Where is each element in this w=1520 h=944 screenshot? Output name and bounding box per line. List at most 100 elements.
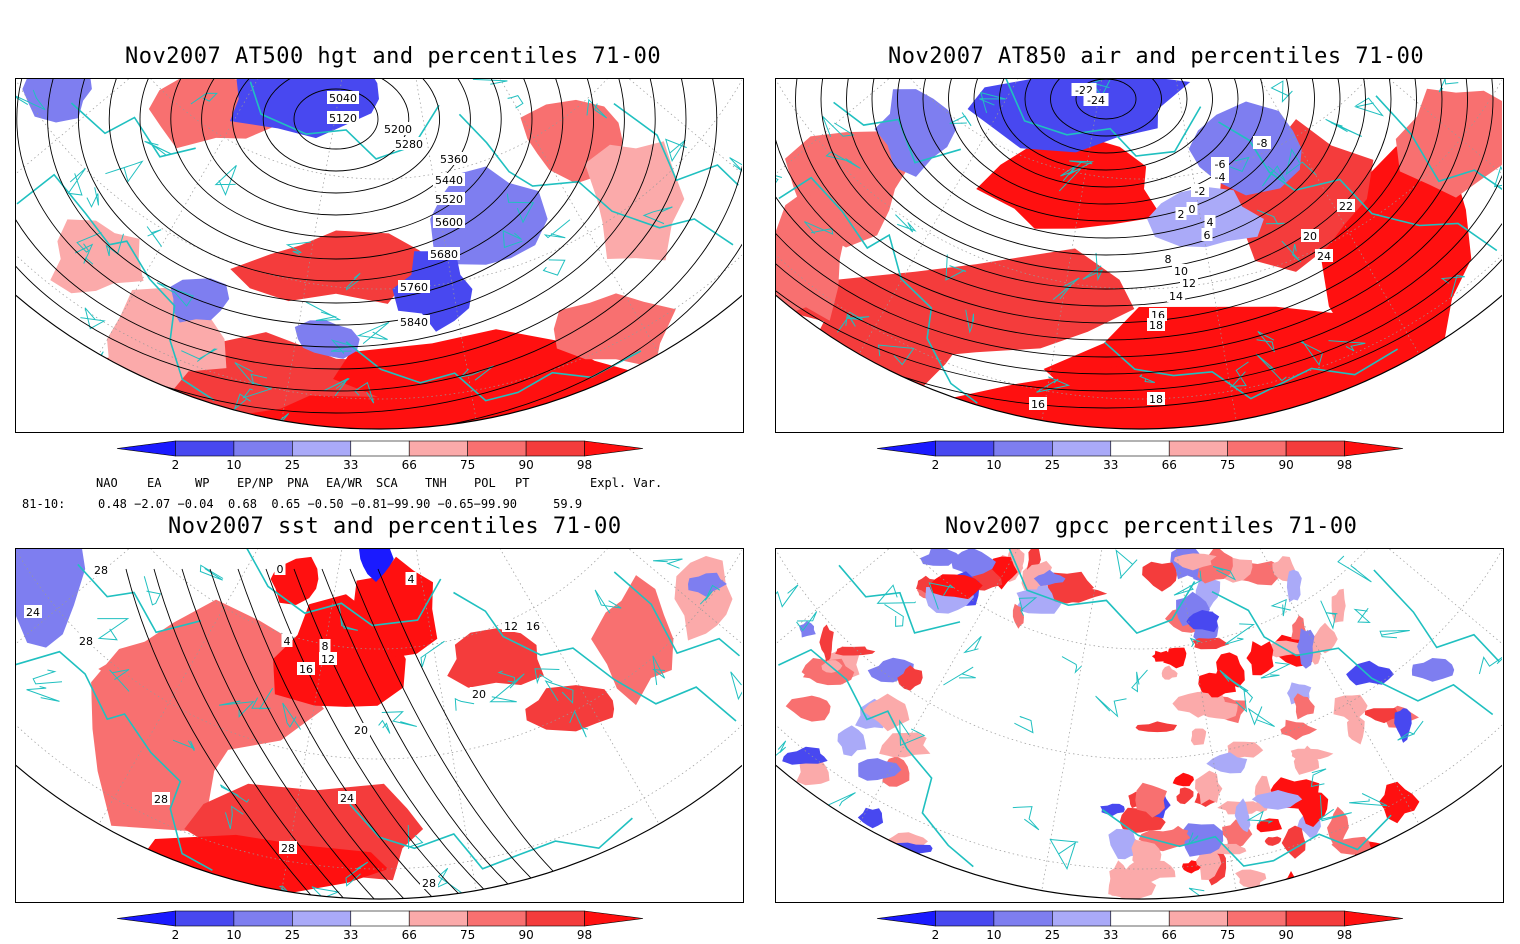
contour-label-bg	[1201, 228, 1213, 241]
border-line	[497, 670, 516, 683]
colorbar-segment	[876, 440, 936, 457]
border-line	[1300, 340, 1324, 367]
anomaly-shading	[1173, 553, 1217, 571]
coastline	[1373, 569, 1500, 663]
anomaly-shading	[447, 628, 544, 688]
border-line	[822, 115, 855, 137]
anomaly-shading	[1142, 561, 1177, 592]
border-line	[22, 322, 54, 338]
coastline	[778, 176, 978, 404]
anomaly-shading	[584, 141, 685, 261]
border-line	[544, 680, 574, 704]
contour-label: 16	[1031, 398, 1045, 411]
border-line	[378, 719, 391, 734]
index-header-eawr: EA/WR	[326, 476, 363, 490]
colorbar-segment	[993, 440, 1053, 457]
anomaly-shading	[832, 835, 863, 870]
border-line	[338, 605, 358, 631]
anomaly-shading	[1058, 585, 1108, 603]
contour-label: 24	[340, 792, 354, 805]
anomaly-shading	[951, 549, 996, 577]
contour-label: -8	[1257, 137, 1268, 150]
contour-label-bg	[352, 723, 370, 736]
contour-line	[820, 79, 1392, 290]
contour-label-bg	[470, 687, 488, 700]
colorbar-tick-label: 75	[460, 928, 475, 940]
anomaly-shading	[1246, 641, 1274, 676]
indices-values: 0.48 −2.07 −0.04 0.68 0.65 −0.50 −0.81−9…	[98, 497, 583, 511]
border-line	[143, 576, 162, 606]
contour-line	[16, 79, 687, 370]
colorbar-segment	[584, 440, 644, 457]
anomaly-shading	[1181, 860, 1201, 874]
border-line	[489, 673, 525, 703]
colorbar-segment	[1168, 440, 1228, 457]
border-line	[86, 187, 99, 208]
contour-label: 4	[284, 635, 291, 648]
contour-label-bg	[433, 215, 465, 228]
anomaly-shading	[920, 549, 962, 566]
anomaly-shading	[1131, 839, 1162, 867]
contour-label-bg	[279, 841, 297, 854]
border-line	[642, 864, 664, 895]
border-line	[730, 669, 742, 701]
border-line	[242, 381, 273, 399]
border-line	[1067, 160, 1094, 176]
contour-label-bg	[433, 173, 465, 186]
contour-label: -6	[1215, 158, 1226, 171]
anomaly-shading	[1297, 628, 1315, 669]
colorbar-segment	[1110, 440, 1170, 457]
contour-label-bg	[1211, 170, 1229, 183]
contour-line	[237, 568, 437, 899]
contour-label: 0	[1189, 203, 1196, 216]
border-line	[836, 312, 856, 333]
border-line	[67, 168, 86, 196]
anomaly-shading	[1135, 782, 1167, 818]
contour-line	[108, 79, 564, 282]
border-line	[1012, 806, 1040, 831]
contour-label-bg	[1191, 184, 1209, 197]
contour-label: 5120	[329, 112, 357, 125]
colorbar-tick-label: 66	[1162, 928, 1177, 940]
colorbar-tick-label: 2	[172, 458, 180, 472]
contour-label: 5680	[430, 248, 458, 261]
lat-lon-grid	[776, 79, 1502, 421]
anomaly-shading	[790, 816, 808, 850]
colorbar-segment	[1344, 440, 1404, 457]
border-line	[1307, 877, 1330, 899]
coastline	[16, 650, 213, 872]
border-line	[472, 79, 508, 85]
border-line	[1246, 810, 1274, 825]
colorbar-segment	[525, 910, 585, 927]
coastline	[1104, 341, 1399, 400]
contour-line	[871, 79, 1341, 256]
border-line	[928, 582, 954, 610]
contour-label: 5280	[395, 138, 423, 151]
contour-line	[181, 568, 377, 899]
colorbar-segment	[1168, 910, 1228, 927]
contour-line	[795, 79, 1417, 307]
contour-line	[16, 79, 742, 414]
contour-line	[922, 79, 1290, 222]
colorbar-segment	[467, 440, 527, 457]
contour-label-bg	[1180, 276, 1198, 289]
contour-line	[973, 79, 1239, 188]
colorbar-tick-label: 66	[402, 458, 417, 472]
anomaly-shading	[1347, 715, 1365, 745]
coastline	[778, 648, 974, 868]
anomaly-shading	[1109, 860, 1131, 897]
anomaly-shading	[1251, 790, 1303, 810]
contour-label-bg	[382, 122, 414, 135]
border-line	[542, 259, 566, 276]
coastline	[345, 341, 642, 402]
index-header-epnp: EP/NP	[237, 476, 274, 490]
contour-line	[321, 568, 527, 899]
anomaly-shading	[819, 624, 834, 663]
border-line	[97, 618, 130, 641]
anomaly-shading	[359, 549, 394, 582]
contour-label: 4	[408, 573, 415, 586]
border-line	[1270, 80, 1293, 103]
colorbar-tick-label: 66	[402, 928, 417, 940]
contour-label: 28	[94, 564, 108, 577]
border-line	[506, 193, 535, 224]
